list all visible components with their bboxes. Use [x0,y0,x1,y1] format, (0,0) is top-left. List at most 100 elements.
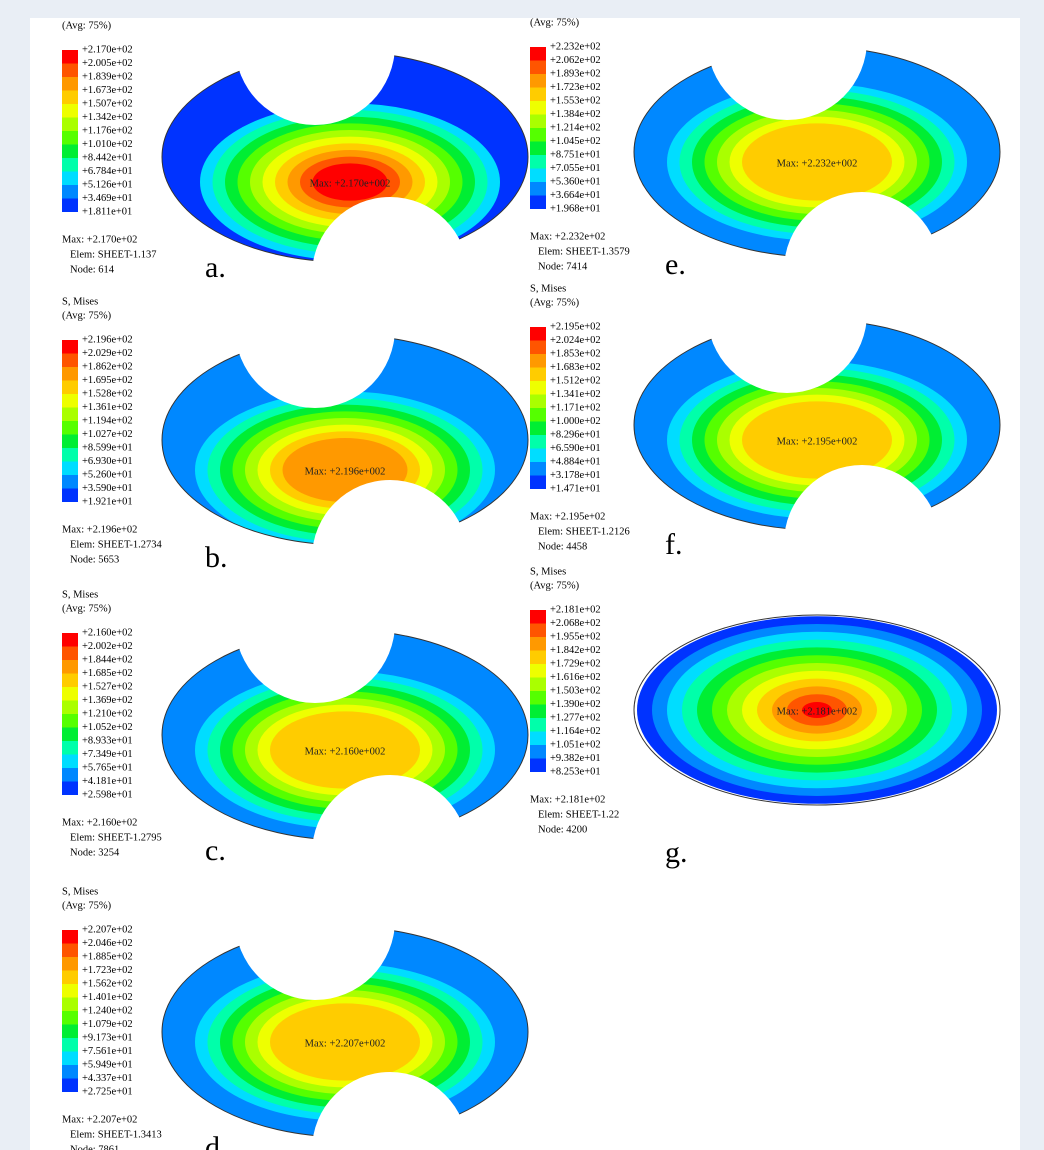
legend-value: +8.933e+01 [82,735,133,746]
legend-value: +1.921e+01 [82,496,133,507]
legend-value: +1.723e+02 [82,965,133,976]
panel-letter: b. [205,541,228,574]
legend-value: +8.599e+01 [82,442,133,453]
legend-value: +2.024e+02 [550,335,601,346]
legend-value: +4.337e+01 [82,1073,133,1084]
legend-value: +1.844e+02 [82,654,133,665]
max-label: Max: +2.232e+002 [777,158,858,169]
legend-title: S, Mises [62,886,98,897]
color-swatch [62,944,78,958]
color-swatch [62,354,78,368]
color-swatch [62,489,78,503]
legend-value: +5.126e+01 [82,179,133,190]
color-swatch [62,158,78,172]
color-swatch [530,88,546,102]
legend-value: +1.862e+02 [82,361,133,372]
color-swatch [62,701,78,715]
color-swatch [62,131,78,145]
legend-value: +1.277e+02 [550,712,601,723]
figure: (Avg: 75%)+2.170e+02+2.005e+02+1.839e+02… [0,0,1044,1150]
color-swatch [62,421,78,435]
node-id: Node: 4200 [538,824,587,835]
color-swatch [62,64,78,78]
legend-value: +6.590e+01 [550,443,601,454]
color-swatch [62,957,78,971]
legend-value: +2.160e+02 [82,627,133,638]
legend-value: +1.955e+02 [550,631,601,642]
legend-value: +5.260e+01 [82,469,133,480]
color-swatch [62,728,78,742]
max-label: Max: +2.195e+002 [777,436,858,447]
legend-value: +1.045e+02 [550,136,601,147]
color-swatch [62,448,78,462]
legend-value: +4.181e+01 [82,776,133,787]
legend-value: +1.342e+02 [82,112,133,123]
max-value: Max: +2.170e+02 [62,234,137,245]
color-swatch [62,768,78,782]
color-swatch [530,128,546,142]
legend-value: +3.664e+01 [550,190,601,201]
color-swatch [62,50,78,64]
color-swatch [62,408,78,422]
color-swatch [530,664,546,678]
color-swatch [62,462,78,476]
color-swatch [530,476,546,490]
elem-id: Elem: SHEET-1.2734 [70,539,163,550]
legend-value: +1.214e+02 [550,122,601,133]
legend-title: S, Mises [62,296,98,307]
legend-value: +1.885e+02 [82,951,133,962]
legend-value: +1.723e+02 [550,82,601,93]
legend-value: +3.178e+01 [550,470,601,481]
legend-value: +1.507e+02 [82,98,133,109]
color-swatch [62,998,78,1012]
color-swatch [530,196,546,210]
color-swatch [62,782,78,796]
legend-value: +1.512e+02 [550,375,601,386]
color-swatch [530,637,546,651]
color-swatch [62,185,78,199]
legend-value: +1.051e+02 [550,739,601,750]
legend-value: +1.683e+02 [550,362,601,373]
legend-value: +1.562e+02 [82,978,133,989]
legend-value: +7.349e+01 [82,749,133,760]
legend-value: +3.469e+01 [82,193,133,204]
legend-value: +2.196e+02 [82,334,133,345]
legend-value: +9.382e+01 [550,753,601,764]
color-swatch [530,462,546,476]
color-swatch [62,172,78,186]
color-swatch [530,155,546,169]
node-id: Node: 3254 [70,847,120,858]
legend-value: +1.079e+02 [82,1019,133,1030]
legend-value: +1.893e+02 [550,68,601,79]
legend-value: +8.751e+01 [550,149,601,160]
legend-value: +4.884e+01 [550,456,601,467]
max-label: Max: +2.170e+002 [310,178,391,189]
color-swatch [62,367,78,381]
color-swatch [530,718,546,732]
legend-value: +5.949e+01 [82,1059,133,1070]
legend-value: +7.561e+01 [82,1046,133,1057]
node-id: Node: 614 [70,264,115,275]
color-swatch [62,145,78,159]
color-swatch [62,984,78,998]
legend-avg: (Avg: 75%) [62,603,112,614]
legend-value: +1.194e+02 [82,415,133,426]
elem-id: Elem: SHEET-1.3413 [70,1129,162,1140]
node-id: Node: 7861 [70,1144,119,1150]
node-id: Node: 5653 [70,554,119,565]
legend-value: +1.176e+02 [82,125,133,136]
legend-value: +2.598e+01 [82,789,133,800]
color-swatch [530,691,546,705]
legend-value: +1.384e+02 [550,109,601,120]
legend-value: +1.369e+02 [82,695,133,706]
color-swatch [530,732,546,746]
legend-value: +1.616e+02 [550,672,601,683]
legend-avg: (Avg: 75%) [62,900,112,911]
legend-value: +3.590e+01 [82,483,133,494]
color-swatch [62,687,78,701]
legend-value: +7.055e+01 [550,163,601,174]
color-swatch [530,745,546,759]
node-id: Node: 4458 [538,541,587,552]
color-swatch [62,674,78,688]
color-swatch [62,1038,78,1052]
